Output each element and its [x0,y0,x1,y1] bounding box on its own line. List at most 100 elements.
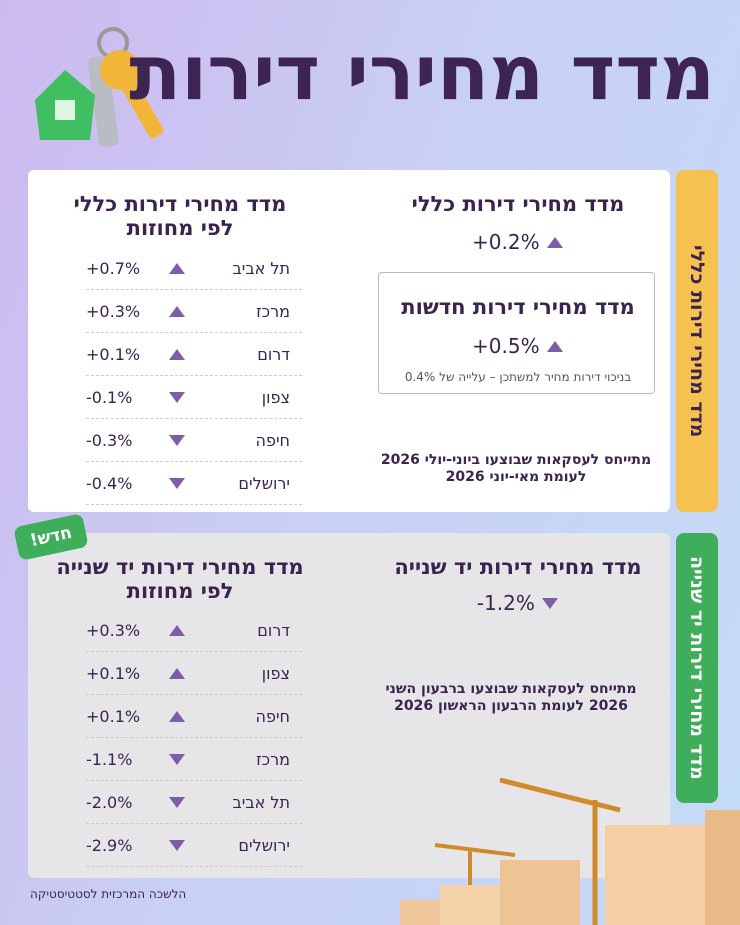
triangle [546,341,563,352]
trend-icon [546,230,564,254]
district-row: דרום +0.3% [86,609,302,652]
summary-title: מדד מחירי דירות כללי [411,192,625,216]
triangle [168,754,185,765]
triangle [546,237,563,248]
districts-title-line: לפי מחוזות [126,216,234,240]
new-homes-note: בניכוי דירות מחיר למשתכן – עלייה של 0.4% [404,370,632,384]
district-value: +0.7% [86,258,141,278]
triangle [168,625,185,636]
trend-icon [541,591,559,615]
districts-title: מדד מחירי דירות יד שנייה לפי מחוזות [35,555,325,603]
triangle [168,711,185,722]
trend-icon [546,334,564,358]
value: -1.2% [476,591,535,615]
triangle [168,306,185,317]
district-row: צפון +0.1% [86,652,302,695]
value: +0.2% [472,230,540,254]
triangle [168,478,185,489]
district-value: -0.4% [86,473,133,493]
triangle [168,435,185,446]
districts-table: דרום +0.3% צפון +0.1% חיפה +0.1% מרכז -1.1% תל א… [86,609,302,867]
trend-icon [141,623,212,637]
value: +0.5% [472,334,540,358]
district-row: תל אביב -2.0% [86,781,302,824]
district-row: חיפה +0.1% [86,695,302,738]
district-name: תל אביב [232,258,290,278]
triangle [168,797,185,808]
trend-icon [141,752,212,766]
district-name: דרום [257,344,290,364]
footnote: מתייחס לעסקאות שבוצעו ברבעון השני 2026 לע… [355,681,667,715]
district-name: דרום [257,620,290,640]
trend-icon [141,304,212,318]
footnote-line: מתייחס לעסקאות שבוצעו ביוני-יולי 2026 [380,452,652,468]
trend-icon [141,795,212,809]
triangle [168,392,185,403]
district-name: חיפה [255,430,290,450]
footnote-line: לעומת מאי-יוני 2026 [445,469,587,485]
district-row: ירושלים -2.9% [86,824,302,867]
trend-icon [141,433,212,447]
buildings-illustration [400,777,740,925]
district-row: מרכז +0.3% [86,290,302,333]
keys-icon [35,27,164,147]
triangle [168,668,185,679]
trend-icon [141,347,212,361]
footnote-line: מתייחס לעסקאות שבוצעו ברבעון השני [385,681,637,697]
district-value: -2.0% [86,792,133,812]
triangle [168,840,185,851]
summary-title: מדד מחירי דירות יד שנייה [394,555,642,579]
second-hand-card [28,533,670,878]
triangle [542,598,559,609]
district-value: +0.1% [86,706,141,726]
districts-title-line: לפי מחוזות [126,579,234,603]
districts-title-line: מדד מחירי דירות כללי [73,192,287,216]
triangle [168,349,185,360]
district-name: תל אביב [232,792,290,812]
district-name: מרכז [256,749,290,769]
district-value: +0.1% [86,663,141,683]
general-card [28,170,670,512]
new-homes-title: מדד מחירי דירות חדשות [401,295,635,319]
new-homes-value: +0.5% [380,334,656,358]
district-name: צפון [261,387,290,407]
district-row: צפון -0.1% [86,376,302,419]
district-value: -1.1% [86,749,133,769]
district-name: מרכז [256,301,290,321]
district-row: תל אביב +0.7% [86,247,302,290]
district-row: דרום +0.1% [86,333,302,376]
summary-value: +0.2% [380,230,656,254]
district-name: צפון [261,663,290,683]
district-row: ירושלים -0.4% [86,462,302,505]
district-value: +0.3% [86,620,141,640]
trend-icon [141,476,212,490]
district-value: -2.9% [86,835,133,855]
district-value: -0.1% [86,387,133,407]
footnote: מתייחס לעסקאות שבוצעו ביוני-יולי 2026 לעו… [360,452,672,486]
triangle [168,263,185,274]
side-label: מדד מחירי דירות יד שנייה [676,533,718,803]
trend-icon [141,666,212,680]
district-name: ירושלים [238,835,290,855]
new-homes-box [378,272,655,394]
districts-title-line: מדד מחירי דירות יד שנייה [56,555,304,579]
district-value: -0.3% [86,430,133,450]
trend-icon [141,261,212,275]
summary-value: -1.2% [380,591,656,615]
trend-icon [141,390,212,404]
side-label: מדד מחירי דירות כללי [676,170,718,512]
district-name: ירושלים [238,473,290,493]
source: הלשכה המרכזית לסטטיסטיקה [30,887,187,901]
footnote-line: 2026 לעומת הרבעון הראשון 2026 [394,698,628,714]
district-row: מרכז -1.1% [86,738,302,781]
district-value: +0.3% [86,301,141,321]
district-name: חיפה [255,706,290,726]
main-title: מדד מחירי דירות [129,28,715,117]
district-row: חיפה -0.3% [86,419,302,462]
district-value: +0.1% [86,344,141,364]
districts-title: מדד מחירי דירות כללי לפי מחוזות [40,192,320,240]
trend-icon [141,838,212,852]
districts-table: תל אביב +0.7% מרכז +0.3% דרום +0.1% צפון -0.1% ח… [86,247,302,505]
trend-icon [141,709,212,723]
